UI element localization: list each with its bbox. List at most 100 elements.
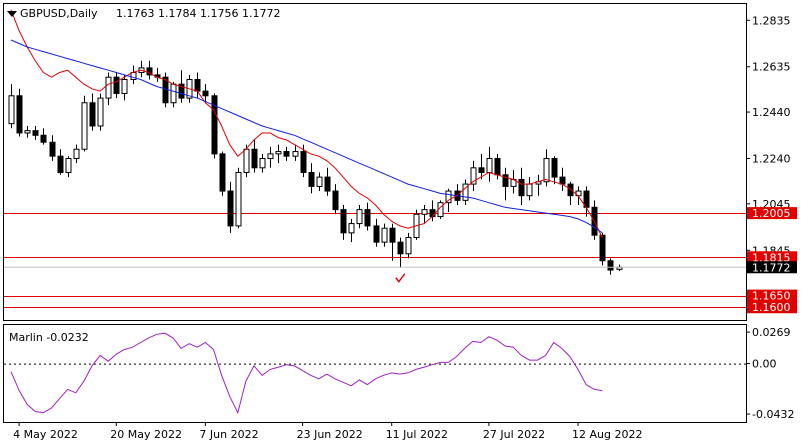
price-tick-label: 1.2440: [752, 106, 791, 119]
candle-body-bear: [364, 209, 371, 227]
candle: [389, 223, 396, 261]
candle: [462, 179, 469, 205]
candle-body-bear: [49, 141, 56, 157]
candle: [105, 72, 112, 106]
candle-body-bull: [73, 148, 80, 160]
candle-body-bear: [551, 158, 558, 178]
indicator-panel-frame: [3, 324, 747, 423]
time-tick-label: 11 Jul 2022: [386, 428, 448, 441]
time-tick-label: 4 May 2022: [13, 428, 78, 441]
candle: [397, 237, 404, 268]
time-tick-label: 27 Jul 2022: [483, 428, 545, 441]
osc-tick-label: 0.00: [752, 358, 777, 371]
level-label-box: [747, 289, 797, 302]
candle: [251, 139, 258, 173]
candle-body-bear: [518, 178, 525, 197]
candle-body-bear: [300, 151, 307, 173]
level-label: 1.2005: [752, 207, 791, 220]
candle-body-bull: [81, 102, 88, 150]
candle-body-bear: [332, 190, 339, 211]
candle: [364, 202, 371, 231]
price-tick-label: 1.2635: [752, 61, 791, 74]
candle-body-bear: [397, 241, 404, 255]
candle: [591, 200, 598, 240]
candle-body-bull: [275, 151, 282, 155]
level-label-box: [747, 251, 797, 264]
candle: [219, 151, 226, 196]
level-label: 1.1600: [752, 301, 791, 314]
candle: [121, 74, 128, 101]
candle: [308, 163, 315, 194]
candle: [170, 81, 177, 108]
candle: [16, 88, 23, 137]
candle: [259, 153, 266, 173]
candle-body-bull: [65, 158, 72, 173]
candle: [543, 149, 550, 187]
candle-body-bear: [251, 148, 258, 169]
candle: [332, 184, 339, 215]
candle: [526, 177, 533, 201]
candle-body-bear: [227, 190, 234, 227]
candle: [227, 181, 234, 233]
candle: [356, 204, 363, 229]
current-price-box: [747, 261, 797, 274]
candle: [324, 167, 331, 196]
candle: [24, 125, 31, 138]
candle: [518, 167, 525, 205]
candle-body-bull: [292, 151, 299, 157]
candle: [599, 232, 606, 266]
candle-body-bear: [57, 155, 64, 173]
marlin-line: [10, 332, 603, 415]
candle-body-bear: [559, 176, 566, 185]
candle: [559, 167, 566, 192]
candle-body-bull: [121, 79, 128, 94]
candlesticks: [8, 60, 623, 275]
level-label: 1.1815: [752, 251, 791, 264]
candle-body-bear: [146, 67, 153, 76]
candle: [478, 153, 485, 180]
candle-body-bull: [470, 167, 477, 185]
horizontal-levels: [4, 213, 746, 308]
candle: [413, 209, 420, 240]
candle: [40, 128, 47, 145]
candle: [470, 160, 477, 192]
candle: [275, 144, 282, 164]
indicator-label: Marlin -0.0232: [9, 331, 89, 344]
candle-body-bull: [170, 83, 177, 104]
ohlc-values: 1.1763 1.1784 1.1756 1.1772: [116, 7, 280, 20]
candle-body-bear: [340, 209, 347, 234]
candle-body-bull: [526, 183, 533, 197]
markers: [395, 273, 406, 283]
candle-body-bear: [40, 134, 47, 143]
candle-body-bull: [356, 209, 363, 225]
candle-body-bear: [211, 95, 218, 155]
candle: [97, 93, 104, 131]
candle: [49, 135, 56, 161]
candle-body-bull: [8, 95, 15, 125]
candle: [8, 84, 15, 129]
osc-tick-label: -0.0432: [752, 408, 794, 421]
level-label: 1.1650: [752, 290, 791, 303]
candle-body-bull: [421, 209, 428, 215]
time-tick-label: 23 Jun 2022: [297, 428, 363, 441]
candle-body-bear: [607, 260, 614, 271]
candle: [607, 258, 614, 275]
ma-fast-line: [10, 9, 603, 238]
candle: [113, 72, 120, 99]
time-tick-label: 20 May 2022: [110, 428, 182, 441]
candle-body-bear: [219, 153, 226, 192]
symbol-timeframe: GBPUSD,Daily: [20, 7, 98, 20]
candle-body-bull: [105, 76, 112, 99]
candle: [316, 172, 323, 192]
candle: [486, 146, 493, 182]
candle-body-bull: [462, 183, 469, 201]
candle-body-bull: [445, 190, 452, 204]
candle-body-bear: [178, 83, 185, 99]
candle: [154, 67, 161, 82]
candle: [138, 60, 145, 78]
time-axis: 4 May 2022 20 May 2022 7 Jun 2022 23 Jun 20…: [13, 422, 642, 441]
candle-body-bull: [316, 176, 323, 187]
menu-triangle-icon[interactable]: [7, 11, 17, 17]
candle: [89, 93, 96, 131]
